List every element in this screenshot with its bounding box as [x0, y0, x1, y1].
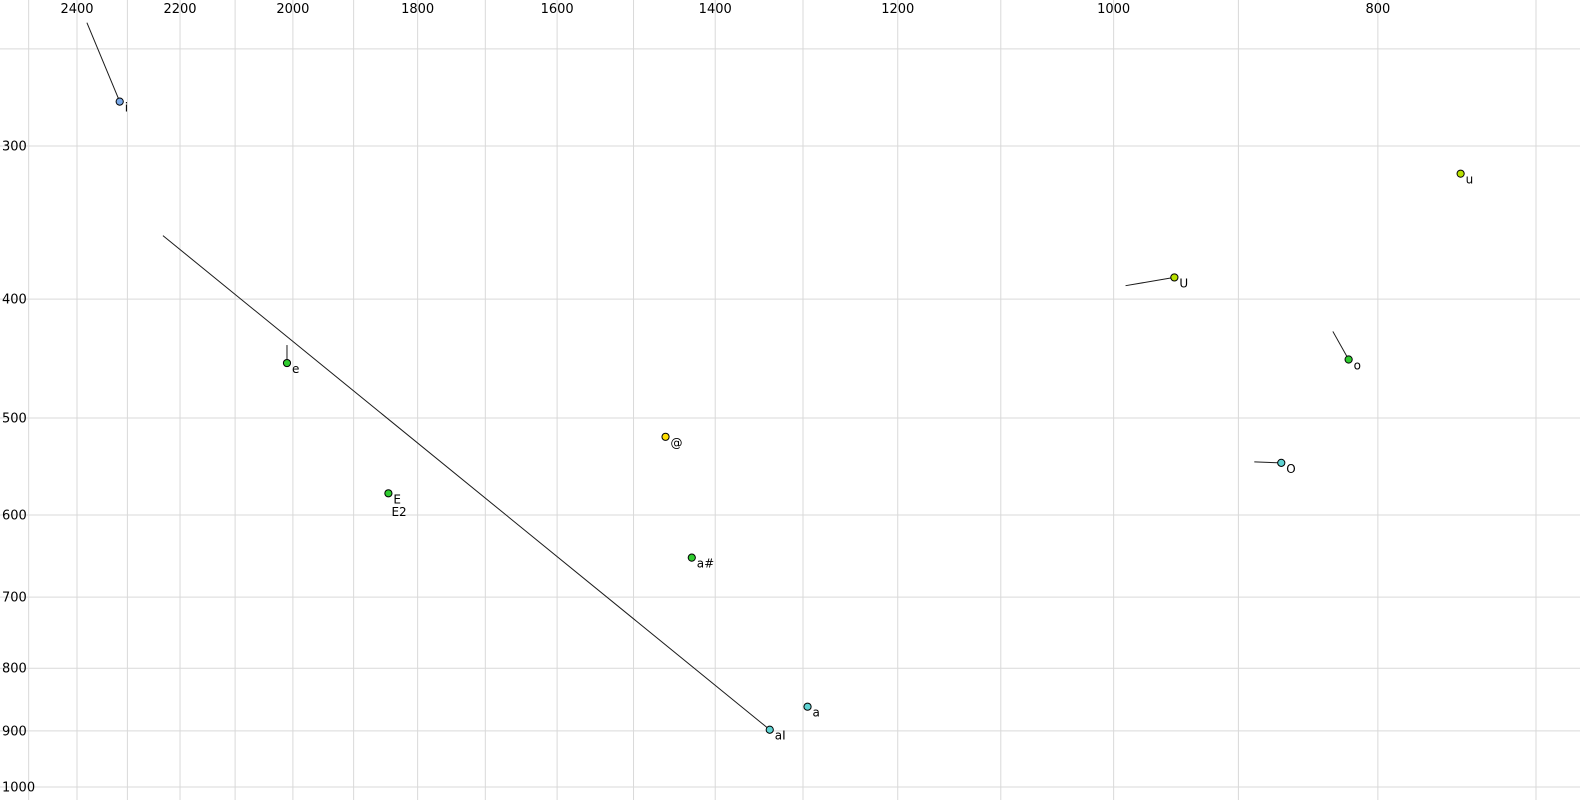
- data-point-a#: [687, 553, 696, 562]
- trajectory-line-aI: [162, 235, 771, 731]
- point-label-a#: a#: [697, 557, 714, 571]
- point-label-o: o: [1354, 358, 1361, 372]
- x-tick-label-1400: 1400: [699, 2, 732, 17]
- point-label-U: U: [1179, 276, 1188, 290]
- point-label-@: @: [671, 436, 683, 450]
- data-point-E: [384, 489, 393, 498]
- data-point-u: [1456, 169, 1465, 178]
- point-label-aI: aI: [775, 729, 786, 743]
- trajectory-line-o: [1332, 331, 1350, 360]
- y-tick-label-600: 600: [2, 509, 27, 524]
- point-label-i: i: [125, 101, 128, 115]
- point-label-u: u: [1466, 173, 1474, 187]
- y-tick-label-1000: 1000: [2, 780, 35, 795]
- data-point-e: [282, 358, 292, 368]
- trajectory-line-U: [1125, 276, 1175, 287]
- data-point-i: [115, 97, 124, 106]
- point-label-O: O: [1286, 462, 1295, 476]
- data-point-a: [803, 702, 812, 711]
- x-tick-label-1800: 1800: [401, 2, 434, 17]
- y-tick-label-800: 800: [2, 662, 27, 677]
- data-point-o: [1344, 355, 1353, 364]
- trajectory-line-O: [1254, 461, 1282, 464]
- data-point-U: [1170, 273, 1179, 282]
- x-tick-label-2000: 2000: [276, 2, 309, 17]
- x-tick-label-2200: 2200: [163, 2, 196, 17]
- point-label-e: e: [292, 362, 299, 376]
- y-tick-label-400: 400: [2, 293, 27, 308]
- data-point-O: [1277, 458, 1286, 467]
- y-tick-label-900: 900: [2, 724, 27, 739]
- x-tick-label-1600: 1600: [541, 2, 574, 17]
- x-tick-label-2400: 2400: [60, 2, 93, 17]
- data-point-aI: [765, 725, 774, 734]
- x-tick-label-800: 800: [1365, 2, 1390, 17]
- point-label-E2: E2: [391, 505, 406, 519]
- y-tick-label-300: 300: [2, 140, 27, 155]
- point-label-a: a: [813, 706, 820, 720]
- y-tick-label-700: 700: [2, 591, 27, 606]
- trajectory-line-i: [86, 22, 121, 102]
- point-label-E: E: [393, 492, 401, 506]
- x-tick-label-1200: 1200: [881, 2, 914, 17]
- y-tick-label-500: 500: [2, 411, 27, 426]
- data-point-@: [661, 432, 670, 441]
- x-tick-label-1000: 1000: [1097, 2, 1130, 17]
